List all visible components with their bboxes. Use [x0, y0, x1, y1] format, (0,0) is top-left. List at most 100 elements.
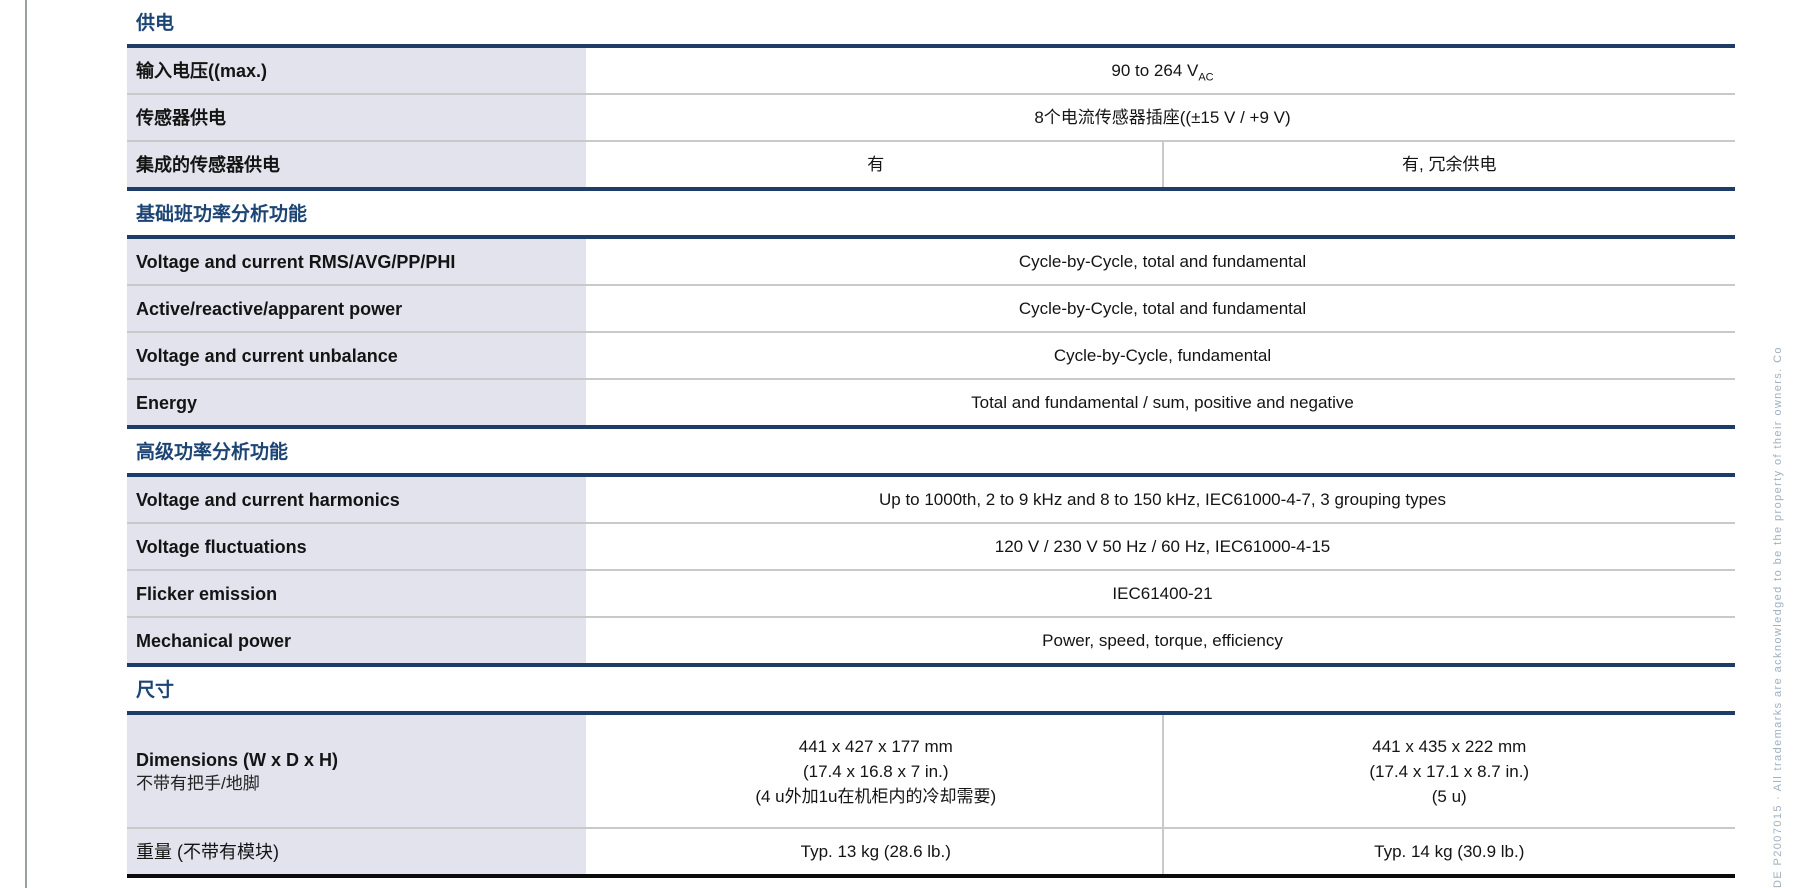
row-value-cell: Up to 1000th, 2 to 9 kHz and 8 to 150 kH…	[590, 477, 1735, 522]
value-text: (4 u外加1u在机柜内的冷却需要)	[755, 786, 997, 806]
row-value-line: 8个电流传感器插座((±15 V / +9 V)	[1034, 105, 1290, 130]
value-text: Power, speed, torque, efficiency	[1042, 631, 1283, 650]
value-text: 441 x 435 x 222 mm	[1372, 736, 1527, 756]
section-rule	[127, 473, 1735, 477]
row-value-cell: 441 x 427 x 177 mm (17.4 x 16.8 x 7 in.) (…	[590, 715, 1162, 827]
row-label-subtext: 不带有把手/地脚	[136, 773, 260, 793]
value-subscript: AC	[1198, 71, 1214, 84]
table-row: Flicker emission IEC61400-21	[127, 569, 1735, 616]
row-values: Cycle-by-Cycle, total and fundamental	[590, 286, 1735, 331]
row-label-text: Flicker emission	[136, 583, 278, 604]
section-end-rule	[127, 874, 1735, 878]
section-rows: Voltage and current harmonics Up to 1000t…	[127, 477, 1735, 663]
row-label: Flicker emission	[127, 571, 590, 616]
row-label: 重量 (不带有模块)	[127, 829, 590, 874]
spec-section: 供电输入电压((max.) 90 to 264 VAC 传感器供电 8个电流传感器插座…	[127, 0, 1735, 191]
row-values: Power, speed, torque, efficiency	[590, 618, 1735, 663]
row-label: 传感器供电	[127, 95, 590, 140]
spec-section: 尺寸 Dimensions (W x D x H) 不带有把手/地脚 441 x 42…	[127, 667, 1735, 878]
value-text: 441 x 427 x 177 mm	[798, 736, 953, 756]
section-rule	[127, 711, 1735, 715]
spec-section: 基础班功率分析功能 Voltage and current RMS/AVG/PP/…	[127, 191, 1735, 429]
row-values: Total and fundamental / sum, positive an…	[590, 380, 1735, 425]
row-value-cell: 有	[590, 142, 1162, 187]
value-text: Typ. 14 kg (30.9 lb.)	[1374, 842, 1525, 861]
row-value-line: Typ. 13 kg (28.6 lb.)	[801, 839, 951, 864]
row-values: 90 to 264 VAC	[590, 48, 1735, 93]
row-label-text: Voltage fluctuations	[136, 536, 307, 557]
row-value-line: Power, speed, torque, efficiency	[1042, 628, 1283, 653]
row-value-line: (17.4 x 16.8 x 7 in.)	[803, 759, 949, 784]
row-label-text: Mechanical power	[136, 630, 292, 651]
row-label: Dimensions (W x D x H) 不带有把手/地脚	[127, 715, 590, 827]
table-row: Mechanical power Power, speed, torque, ef…	[127, 616, 1735, 663]
row-value-line: (5 u)	[1432, 784, 1467, 809]
row-value-line: Up to 1000th, 2 to 9 kHz and 8 to 150 kH…	[879, 487, 1446, 512]
table-row: 传感器供电 8个电流传感器插座((±15 V / +9 V)	[127, 93, 1735, 140]
value-text: 有	[867, 155, 885, 174]
table-row: Voltage and current unbalance Cycle-by-Cy…	[127, 331, 1735, 378]
row-value-cell: Cycle-by-Cycle, total and fundamental	[590, 239, 1735, 284]
row-label: Voltage and current unbalance	[127, 333, 590, 378]
value-text: IEC61400-21	[1112, 584, 1213, 603]
row-value-cell: 120 V / 230 V 50 Hz / 60 Hz, IEC61000-4-…	[590, 524, 1735, 569]
value-text: 120 V / 230 V 50 Hz / 60 Hz, IEC61000-4-…	[994, 537, 1331, 556]
rotated-footer-note: DE P2007015 ∙ All trademarks are acknowl…	[1772, 346, 1784, 888]
section-title: 供电	[136, 13, 175, 34]
row-values: Cycle-by-Cycle, fundamental	[590, 333, 1735, 378]
row-label: Voltage fluctuations	[127, 524, 590, 569]
row-label: Voltage and current harmonics	[127, 477, 590, 522]
table-row: Energy Total and fundamental / sum, posit…	[127, 378, 1735, 425]
row-values: 8个电流传感器插座((±15 V / +9 V)	[590, 95, 1735, 140]
row-label-text: 集成的传感器供电	[136, 154, 280, 175]
spec-table: 供电输入电压((max.) 90 to 264 VAC 传感器供电 8个电流传感器插座…	[127, 0, 1735, 878]
value-text: 有, 冗余供电	[1402, 155, 1497, 174]
section-rule	[127, 44, 1735, 48]
row-label-text: 传感器供电	[136, 107, 226, 128]
value-text: (5 u)	[1431, 786, 1467, 806]
row-values: Up to 1000th, 2 to 9 kHz and 8 to 150 kH…	[590, 477, 1735, 522]
row-label-text: Voltage and current unbalance	[136, 345, 398, 366]
row-label: Energy	[127, 380, 590, 425]
section-end-rule	[127, 425, 1735, 429]
row-label-text: Voltage and current RMS/AVG/PP/PHI	[136, 251, 456, 272]
section-rule	[127, 235, 1735, 239]
table-row: 输入电压((max.) 90 to 264 VAC	[127, 48, 1735, 93]
row-label-text: Dimensions (W x D x H)	[136, 749, 339, 770]
section-end-rule	[127, 663, 1735, 667]
value-text: 8个电流传感器插座((±15 V / +9 V)	[1034, 108, 1291, 127]
section-title: 尺寸	[136, 680, 175, 701]
row-value-line: (17.4 x 17.1 x 8.7 in.)	[1369, 759, 1529, 784]
section-end-rule	[127, 187, 1735, 191]
row-label-text: Energy	[136, 392, 198, 413]
value-text: Total and fundamental / sum, positive an…	[971, 393, 1354, 412]
row-value-line: 441 x 435 x 222 mm	[1372, 734, 1526, 759]
row-value-line: IEC61400-21	[1112, 581, 1212, 606]
table-row: Dimensions (W x D x H) 不带有把手/地脚 441 x 427 …	[127, 715, 1735, 827]
row-value-cell: Typ. 13 kg (28.6 lb.)	[590, 829, 1162, 874]
page-left-border	[25, 0, 27, 888]
value-text: Typ. 13 kg (28.6 lb.)	[800, 842, 951, 861]
row-value-line: Cycle-by-Cycle, total and fundamental	[1019, 249, 1306, 274]
value-text: Cycle-by-Cycle, total and fundamental	[1018, 299, 1307, 318]
table-row: Voltage and current RMS/AVG/PP/PHI Cycle-…	[127, 239, 1735, 284]
section-rows: Voltage and current RMS/AVG/PP/PHI Cycle-…	[127, 239, 1735, 425]
value-text: (17.4 x 16.8 x 7 in.)	[802, 761, 949, 781]
row-value-line: 441 x 427 x 177 mm	[799, 734, 953, 759]
row-value-cell: 441 x 435 x 222 mm (17.4 x 17.1 x 8.7 in.…	[1161, 715, 1735, 827]
row-value-line: 90 to 264 VAC	[1111, 58, 1213, 83]
row-values: IEC61400-21	[590, 571, 1735, 616]
row-values: 441 x 427 x 177 mm (17.4 x 16.8 x 7 in.) (…	[590, 715, 1735, 827]
spec-section: 高级功率分析功能 Voltage and current harmonics Up …	[127, 429, 1735, 667]
row-value-line: Cycle-by-Cycle, fundamental	[1054, 343, 1271, 368]
row-value-line: Cycle-by-Cycle, total and fundamental	[1019, 296, 1306, 321]
section-title: 基础班功率分析功能	[136, 204, 308, 225]
row-values: 120 V / 230 V 50 Hz / 60 Hz, IEC61000-4-…	[590, 524, 1735, 569]
table-row: 重量 (不带有模块) Typ. 13 kg (28.6 lb.) Typ. 14 k…	[127, 827, 1735, 874]
table-row: Active/reactive/apparent power Cycle-by-C…	[127, 284, 1735, 331]
row-label-text: Active/reactive/apparent power	[136, 298, 403, 319]
section-rows: Dimensions (W x D x H) 不带有把手/地脚 441 x 427 …	[127, 715, 1735, 874]
table-row: Voltage and current harmonics Up to 1000t…	[127, 477, 1735, 522]
row-value-cell: Total and fundamental / sum, positive an…	[590, 380, 1735, 425]
row-value-cell: 有, 冗余供电	[1161, 142, 1735, 187]
